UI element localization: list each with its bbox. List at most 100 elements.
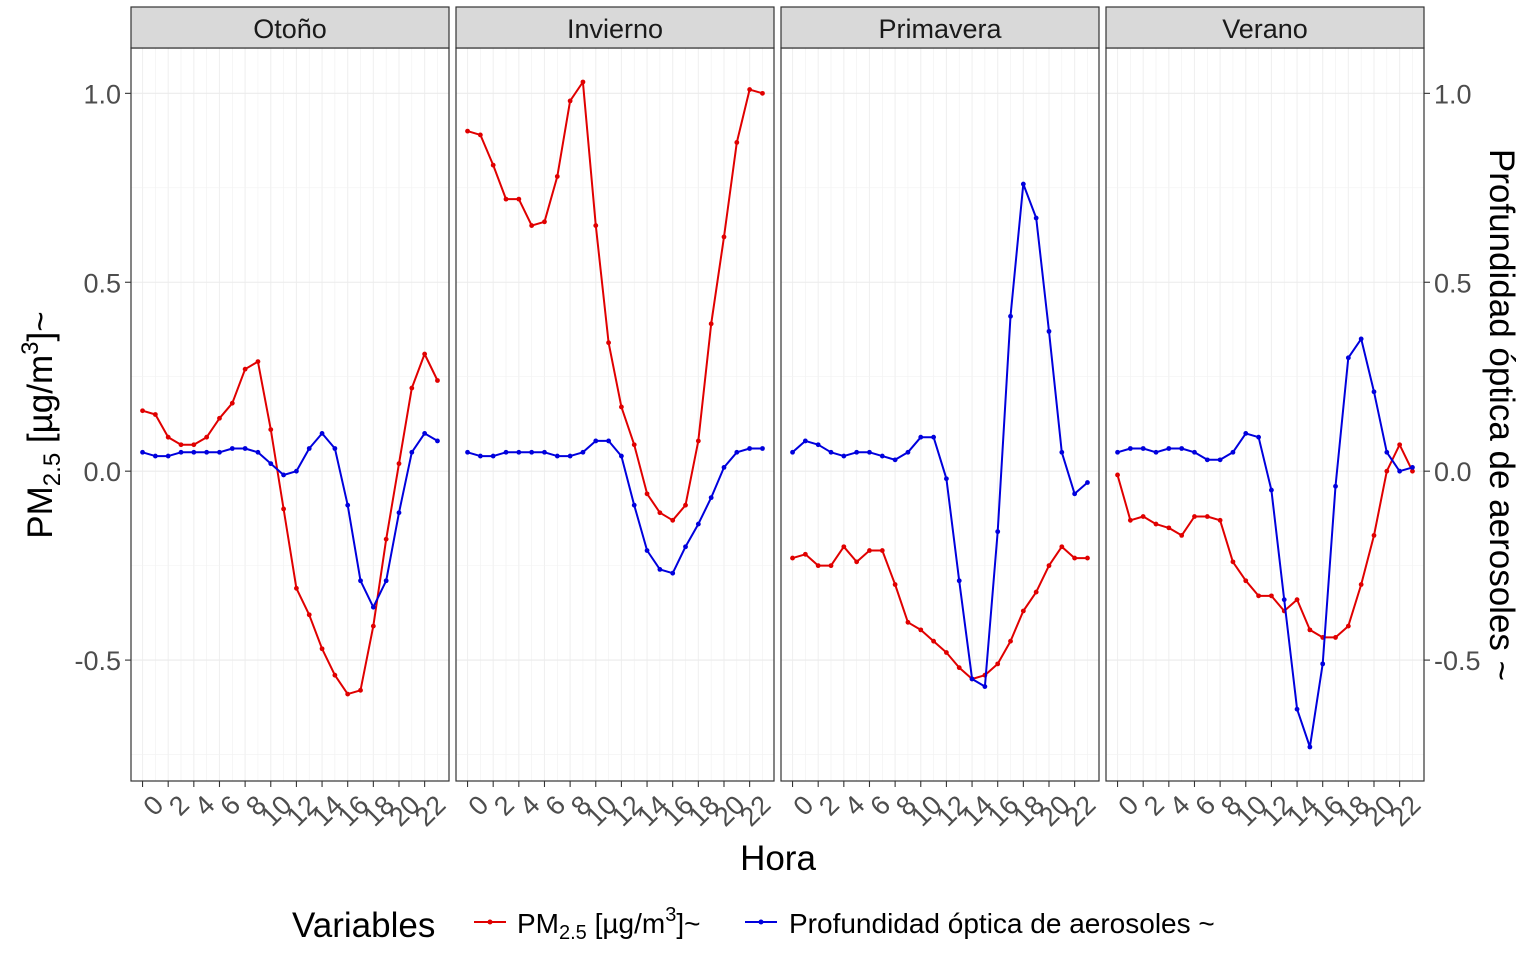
facet-strip-label: Otoño [253,14,327,44]
data-point-aod [854,449,860,455]
data-point-pm25 [554,174,560,179]
left-y-tick-label: 1.0 [83,79,121,109]
data-point-pm25 [1059,544,1065,550]
x-tick-label: 2 [1138,790,1170,822]
x-tick-label: 2 [488,790,520,822]
data-point-pm25 [503,196,509,202]
data-point-pm25 [1345,623,1351,629]
data-point-pm25 [918,627,924,633]
data-point-pm25 [152,412,158,417]
data-point-aod [1153,449,1159,455]
legend-key-aod-point [758,919,764,925]
left-y-axis-title: PM2.5 [µg/m3]~ [17,311,66,538]
facet-strip-label: Verano [1222,14,1308,44]
data-point-aod [1020,181,1026,187]
data-point-pm25 [892,582,898,587]
data-point-pm25 [721,234,727,240]
data-point-pm25 [396,461,402,467]
data-point-pm25 [435,378,440,383]
left-y-tick-label: 0.0 [83,457,121,487]
data-point-pm25 [867,548,872,553]
data-point-aod [477,453,483,459]
data-point-aod [1397,468,1403,474]
x-tick-label: 6 [864,790,896,822]
data-point-aod [1166,446,1172,451]
data-point-pm25 [1033,589,1039,595]
data-point-aod [255,449,261,455]
data-point-pm25 [593,223,599,228]
data-point-aod [956,578,962,584]
data-point-aod [152,453,158,459]
data-point-pm25 [383,536,389,542]
left-y-tick-label: -0.5 [74,646,121,676]
legend-label-aod: Profundidad óptica de aerosoles ~ [789,908,1215,939]
data-point-aod [165,453,171,459]
data-point-pm25 [268,427,274,433]
x-tick-label: 0 [138,790,170,822]
data-point-pm25 [683,502,688,508]
data-point-aod [982,684,988,689]
data-point-pm25 [465,128,470,134]
data-point-aod [747,446,753,451]
data-point-aod [1140,446,1146,451]
data-point-aod [867,449,872,455]
data-point-aod [905,449,911,455]
data-point-aod [465,449,470,455]
data-point-pm25 [1166,525,1172,531]
data-point-aod [1115,449,1120,455]
facet-strip [1105,6,1425,49]
data-point-pm25 [345,691,351,697]
facet-strip [130,6,450,49]
panel-background [1106,48,1424,781]
data-point-pm25 [1020,608,1026,614]
x-tick-label: 22 [734,790,776,832]
data-point-aod [1192,449,1197,455]
data-point-aod [1320,661,1326,667]
legend-item-aod: Profundidad óptica de aerosoles ~ [745,908,1215,939]
data-point-pm25 [516,196,522,202]
data-point-pm25 [879,548,885,553]
data-point-pm25 [306,612,312,618]
data-point-pm25 [1333,635,1338,640]
x-tick-label: 4 [1164,790,1196,822]
data-point-aod [204,449,210,455]
data-point-pm25 [841,544,847,550]
data-point-pm25 [905,619,911,625]
data-point-pm25 [1072,555,1078,561]
data-point-pm25 [1204,514,1210,519]
data-point-pm25 [567,98,573,104]
data-point-pm25 [140,408,145,414]
data-point-pm25 [370,623,376,629]
data-point-aod [1269,487,1274,493]
data-point-pm25 [204,434,210,440]
data-point-pm25 [854,559,860,565]
data-point-pm25 [1384,468,1390,474]
data-point-aod [319,430,325,436]
data-point-aod [1345,355,1351,361]
x-tick-label: 22 [409,790,451,832]
facet-strip-label: Primavera [878,14,1002,44]
right-y-tick-label: 0.0 [1434,457,1472,487]
data-point-pm25 [631,442,637,448]
facet-strip [455,6,775,49]
data-point-aod [918,434,924,440]
data-point-pm25 [1243,578,1249,584]
data-point-pm25 [1307,627,1313,633]
data-point-pm25 [1127,517,1133,523]
data-point-pm25 [1217,517,1223,523]
data-point-pm25 [1397,442,1403,448]
data-point-pm25 [790,555,795,561]
x-tick-label: 2 [163,790,195,822]
x-tick-label: 22 [1384,790,1426,832]
data-point-pm25 [529,223,535,228]
data-point-aod [657,567,663,572]
data-point-aod [217,449,222,455]
legend-item-pm25: PM2.5 [µg/m3]~ [474,904,700,944]
data-point-aod [1307,744,1313,750]
data-point-pm25 [606,340,611,346]
data-point-pm25 [1269,593,1274,599]
x-tick-label: 0 [1113,790,1145,822]
data-point-aod [708,495,714,501]
data-point-pm25 [165,434,171,440]
